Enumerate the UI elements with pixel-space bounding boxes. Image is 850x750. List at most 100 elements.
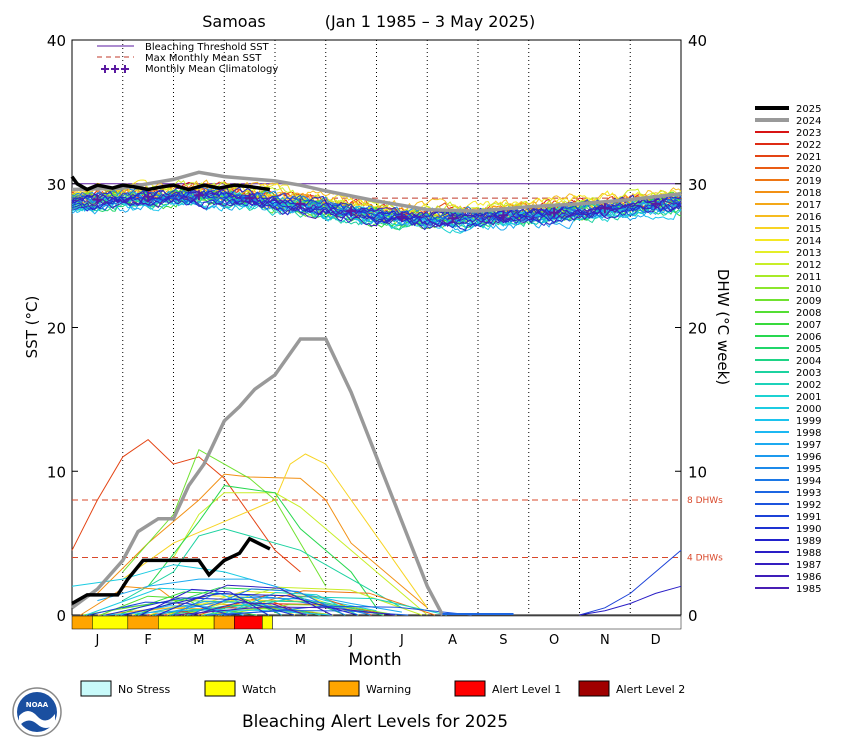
dhw-line-1992 — [223, 605, 472, 616]
year-legend-label-2005: 2005 — [796, 344, 821, 355]
dhw-line-other — [579, 585, 682, 616]
year-legend-label-2016: 2016 — [796, 212, 821, 223]
y-tick-label-left: 30 — [47, 176, 66, 194]
year-legend-label-2013: 2013 — [796, 248, 821, 259]
alert-legend-swatch — [578, 680, 610, 697]
alert-level-legend: No Stress Watch Warning Alert Level 1 Alert … — [80, 680, 685, 697]
y-tick-label-left: 0 — [56, 607, 66, 625]
year-legend: 2025202420232022202120202019201820172016… — [755, 104, 821, 595]
dhw-line-other — [173, 492, 428, 616]
dhw-line-other — [122, 528, 403, 609]
dhw-line-2001 — [220, 591, 359, 616]
y-tick-label-right: 30 — [688, 176, 707, 194]
alert-legend-swatch — [328, 680, 360, 697]
legend-climatology-label: Monthly Mean Climatology — [145, 64, 278, 75]
year-legend-label-1991: 1991 — [796, 512, 821, 523]
dhw-reference-label: 4 DHWs — [687, 554, 723, 564]
year-legend-label-2002: 2002 — [796, 380, 821, 391]
alert-legend-swatch — [454, 680, 486, 697]
chart-title: Samoas — [202, 12, 265, 31]
sst-line-2024 — [71, 170, 682, 213]
year-legend-label-2003: 2003 — [796, 368, 821, 379]
dhw-reference-label: 8 DHWs — [687, 496, 723, 506]
alert-segment-none — [272, 615, 682, 630]
year-legend-label-1992: 1992 — [796, 500, 821, 511]
legend-threshold-label: Bleaching Threshold SST — [145, 42, 270, 53]
alert-legend-swatch — [80, 680, 112, 697]
y-tick-label-left: 40 — [47, 32, 66, 50]
year-legend-label-2020: 2020 — [796, 164, 821, 175]
dhw-line-other — [579, 549, 682, 616]
alert-legend-label: Watch — [242, 683, 276, 696]
dhw-line-other — [97, 578, 402, 613]
month-tick-label: J — [399, 633, 404, 648]
dhw-line-1989 — [123, 593, 358, 616]
year-legend-label-2015: 2015 — [796, 224, 821, 235]
legend-mmm-label: Max Monthly Mean SST — [145, 53, 262, 64]
year-legend-label-1986: 1986 — [796, 572, 821, 583]
alert-legend-swatch — [204, 680, 236, 697]
year-legend-label-1987: 1987 — [796, 560, 821, 571]
logo-text: NOAA — [26, 701, 49, 709]
year-legend-label-1985: 1985 — [796, 584, 821, 595]
dhw-line-2013 — [166, 590, 359, 616]
dhw-line-other — [71, 564, 377, 612]
dhw-line-1994 — [189, 588, 346, 616]
alert-segment-alert1 — [234, 615, 263, 630]
month-tick-label: D — [651, 633, 661, 648]
dhw-line-1985 — [192, 602, 307, 616]
dhw-line-other — [122, 448, 327, 587]
alert-legend-label: Alert Level 2 — [616, 683, 685, 696]
month-tick-label: S — [499, 633, 507, 648]
year-legend-label-2010: 2010 — [796, 284, 821, 295]
month-tick-label: J — [348, 633, 353, 648]
dhw-line-2024 — [70, 337, 445, 616]
year-legend-label-2017: 2017 — [796, 200, 821, 211]
dhw-line-2025 — [71, 536, 271, 606]
year-legend-label-2019: 2019 — [796, 176, 821, 187]
axes: 0 0 10 10 20 20 30 30 40 40 J F M A M J J A S O N D — [47, 32, 707, 648]
y-axis-label-right: DHW (°C week) — [714, 269, 732, 385]
year-legend-label-1996: 1996 — [796, 452, 821, 463]
month-tick-label: A — [245, 633, 254, 648]
dhw-line-1997 — [137, 600, 308, 616]
year-legend-label-2001: 2001 — [796, 392, 821, 403]
year-legend-label-1990: 1990 — [796, 524, 821, 535]
alert-segment-watch — [158, 615, 215, 630]
year-legend-label-2014: 2014 — [796, 236, 821, 247]
alert-legend-label: No Stress — [118, 683, 171, 696]
dhw-line-2018 — [80, 586, 195, 616]
month-tick-label: J — [94, 633, 99, 648]
dhw-line-2003 — [186, 600, 384, 616]
year-legend-label-2006: 2006 — [796, 332, 821, 343]
month-tick-label: M — [295, 633, 306, 648]
sst-line-1987 — [71, 186, 682, 222]
year-legend-label-2007: 2007 — [796, 320, 821, 331]
dhw-line-2019 — [215, 590, 436, 616]
sst-line-1994 — [71, 192, 682, 227]
alert-legend-label: Warning — [366, 683, 411, 696]
year-legend-label-2008: 2008 — [796, 308, 821, 319]
month-tick-label: M — [193, 633, 204, 648]
sst-line-1985 — [71, 187, 682, 227]
reference-legend: Bleaching Threshold SST Max Monthly Mean… — [97, 42, 278, 75]
noaa-logo: NOAA — [12, 687, 62, 737]
alert-segment-watch — [92, 615, 129, 630]
dhw-line-other — [71, 438, 301, 573]
sst-line-1990 — [71, 194, 682, 229]
sst-line-1986 — [71, 195, 682, 228]
month-tick-label: F — [144, 633, 151, 648]
chart-date-range: (Jan 1 1985 – 3 May 2025) — [325, 12, 536, 31]
year-legend-label-2025: 2025 — [796, 104, 821, 115]
dhw-line-other — [97, 473, 428, 609]
year-legend-label-1997: 1997 — [796, 440, 821, 451]
logo-wave — [19, 711, 55, 728]
dhw-line-2010 — [218, 604, 397, 616]
dhw-line-1987 — [157, 584, 333, 616]
y-tick-label-right: 40 — [688, 32, 707, 50]
year-legend-label-2022: 2022 — [796, 140, 821, 151]
year-legend-label-2018: 2018 — [796, 188, 821, 199]
year-legend-label-2004: 2004 — [796, 356, 821, 367]
year-legend-label-2012: 2012 — [796, 260, 821, 271]
